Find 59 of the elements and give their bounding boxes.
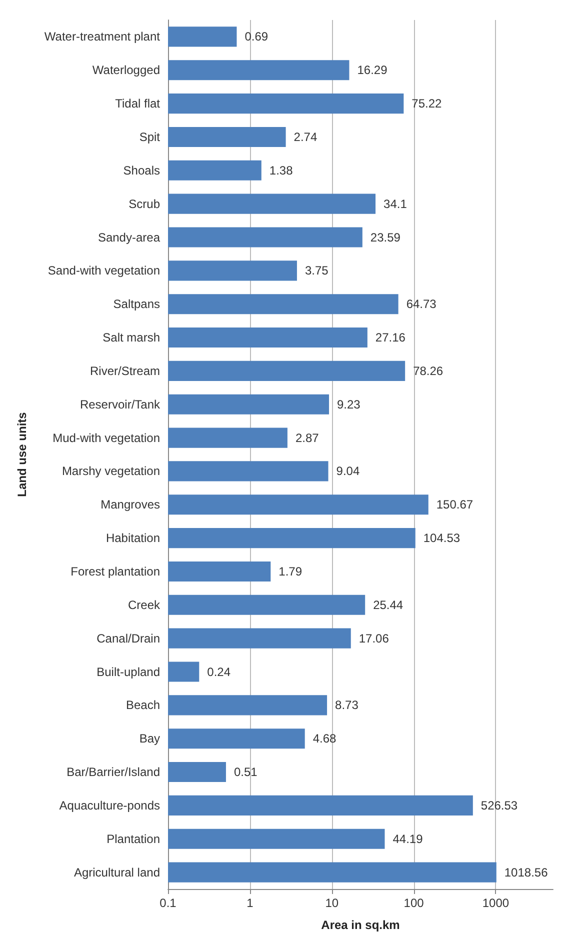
data-label: 1.38 [269,163,294,178]
x-tick-label: 1 [246,896,254,910]
data-label: 44.19 [392,832,424,846]
data-label: 75.22 [412,96,442,111]
y-tick-label: Waterlogged [92,63,160,78]
data-label: 3.75 [304,264,329,278]
y-tick-label: Spit [139,130,161,144]
y-tick-label: Sand-with vegetation [48,264,160,278]
y-tick-label: River/Stream [90,364,160,378]
y-tick-label: Reservoir/Tank [80,397,161,412]
y-tick-label: Bar/Barrier/Island [66,765,160,780]
data-label: 23.59 [370,230,401,244]
x-tick-label: 0.1 [160,896,177,910]
data-label: 34.1 [384,196,408,211]
y-tick-label: Salt marsh [102,330,160,345]
data-label: 2.87 [295,430,320,445]
data-label: 104.53 [423,531,460,546]
y-tick-label: Habitation [106,531,160,546]
y-axis-title: Land use units [15,412,29,497]
data-label: 64.73 [406,297,437,312]
data-label: 1018.56 [504,865,548,880]
data-label: 150.67 [436,498,474,512]
x-tick-label: 100 [404,896,424,910]
y-tick-label: Bay [139,732,160,746]
x-tick-label: 1000 [482,896,510,910]
y-tick-label: Canal/Drain [96,631,160,646]
y-tick-label: Creek [128,598,161,612]
y-tick-label: Shoals [123,163,160,178]
data-label: 0.24 [207,664,231,679]
y-tick-label: Tidal flat [115,96,161,111]
y-tick-label: Sandy-area [98,230,160,244]
y-tick-label: Scrub [128,196,160,211]
y-tick-label: Plantation [106,832,160,846]
data-label: 0.51 [234,765,258,780]
y-tick-label: Saltpans [113,297,160,312]
data-label: 78.26 [413,364,444,378]
y-tick-label: Built-upland [96,664,160,679]
y-tick-label: Marshy vegetation [62,464,160,478]
y-tick-label: Beach [126,698,160,712]
y-tick-label: Aquaculture-ponds [59,798,160,812]
y-tick-label: Forest plantation [70,564,160,578]
data-label: 9.04 [336,464,360,478]
data-label: 16.29 [357,63,388,78]
y-tick-label: Agricultural land [74,865,160,880]
x-tick-label: 10 [325,896,339,910]
data-label: 8.73 [335,698,359,712]
data-label: 9.23 [337,397,361,412]
y-tick-label: Mangroves [100,498,160,512]
data-label: 27.16 [375,330,406,345]
y-tick-label: Water-treatment plant [44,30,161,44]
data-label: 526.53 [480,798,518,812]
data-label: 2.74 [294,130,318,144]
data-label: 1.79 [278,564,302,578]
y-tick-label: Mud-with vegetation [52,430,160,445]
x-axis-title: Area in sq.km [321,918,400,932]
data-label: 17.06 [358,631,390,646]
data-label: 4.68 [312,732,337,746]
data-label: 0.69 [244,30,268,44]
data-label: 25.44 [373,598,404,612]
